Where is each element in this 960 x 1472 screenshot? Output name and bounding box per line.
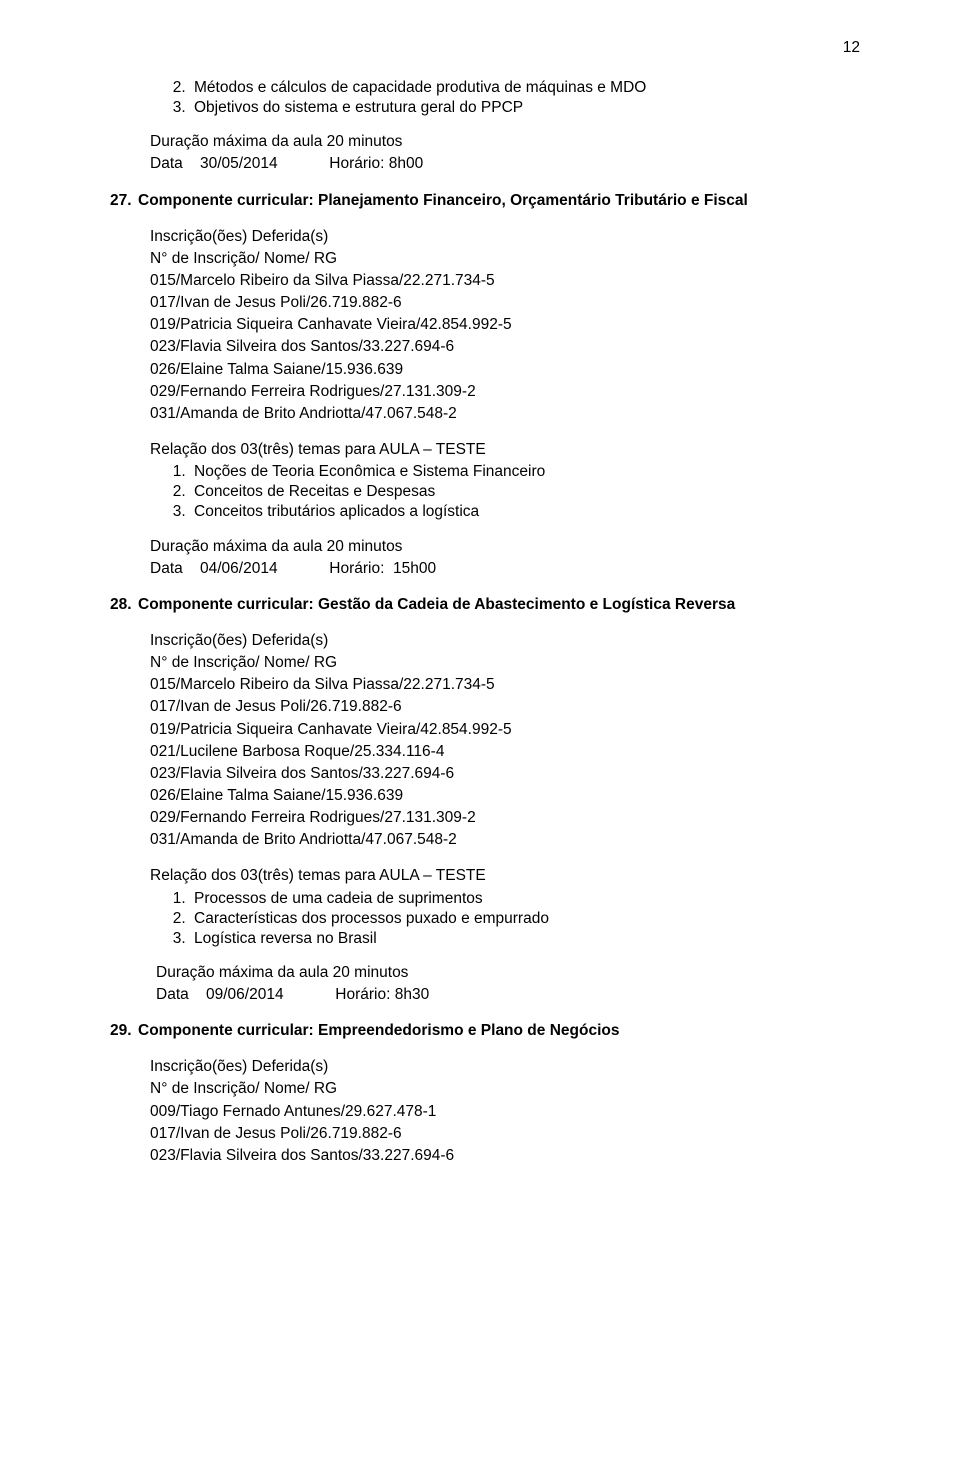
duration-text: Duração máxima da aula 20 minutos (150, 132, 850, 152)
list-item: 015/Marcelo Ribeiro da Silva Piassa/22.2… (150, 271, 850, 291)
list-item: 021/Lucilene Barbosa Roque/25.334.116-4 (150, 742, 850, 762)
section-number: 27. (110, 191, 138, 211)
list-item: Processos de uma cadeia de suprimentos (190, 889, 850, 909)
list-item: 017/Ivan de Jesus Poli/26.719.882-6 (150, 697, 850, 717)
date-line: Data 09/06/2014 Horário: 8h30 (156, 985, 850, 1005)
date-value: 09/06/2014 (206, 986, 284, 1003)
inscricoes-subheader: N° de Inscrição/ Nome/ RG (150, 653, 850, 673)
temas-header: Relação dos 03(três) temas para AULA – T… (150, 440, 850, 460)
list-item: 026/Elaine Talma Saiane/15.936.639 (150, 360, 850, 380)
list-item: Conceitos tributários aplicados a logíst… (190, 502, 850, 522)
section-28-body: Inscrição(ões) Deferida(s) N° de Inscriç… (150, 631, 850, 1005)
inscricoes-header: Inscrição(ões) Deferida(s) (150, 631, 850, 651)
section-28-title: 28. Componente curricular: Gestão da Cad… (110, 595, 850, 615)
date-line: Data 04/06/2014 Horário: 15h00 (150, 559, 850, 579)
list-item: 019/Patricia Siqueira Canhavate Vieira/4… (150, 315, 850, 335)
date-value: 04/06/2014 (200, 560, 278, 577)
list-item: 023/Flavia Silveira dos Santos/33.227.69… (150, 764, 850, 784)
list-item: 015/Marcelo Ribeiro da Silva Piassa/22.2… (150, 675, 850, 695)
list-item: Características dos processos puxado e e… (190, 909, 850, 929)
section-title-text: Componente curricular: Empreendedorismo … (138, 1021, 619, 1041)
time-label: Horário: (329, 560, 384, 577)
duration-text: Duração máxima da aula 20 minutos (150, 537, 850, 557)
inscricoes-header: Inscrição(ões) Deferida(s) (150, 1057, 850, 1077)
list-item: 031/Amanda de Brito Andriotta/47.067.548… (150, 404, 850, 424)
list-item: 029/Fernando Ferreira Rodrigues/27.131.3… (150, 382, 850, 402)
section-number: 28. (110, 595, 138, 615)
list-item: Noções de Teoria Econômica e Sistema Fin… (190, 462, 850, 482)
time-value: 8h30 (395, 986, 429, 1003)
section-title-text: Componente curricular: Planejamento Fina… (138, 191, 748, 211)
list-item: 031/Amanda de Brito Andriotta/47.067.548… (150, 830, 850, 850)
list-item: Objetivos do sistema e estrutura geral d… (190, 98, 850, 118)
time-value: 8h00 (389, 155, 423, 172)
date-label: Data (156, 986, 189, 1003)
time-label: Horário: (329, 155, 384, 172)
page-number: 12 (843, 38, 860, 58)
list-item: 029/Fernando Ferreira Rodrigues/27.131.3… (150, 808, 850, 828)
duration-text: Duração máxima da aula 20 minutos (156, 963, 850, 983)
intro-block: Métodos e cálculos de capacidade produti… (150, 78, 850, 175)
inscricoes-subheader: N° de Inscrição/ Nome/ RG (150, 1079, 850, 1099)
list-item: 019/Patricia Siqueira Canhavate Vieira/4… (150, 720, 850, 740)
list-item: 023/Flavia Silveira dos Santos/33.227.69… (150, 1146, 850, 1166)
time-value: 15h00 (393, 560, 436, 577)
list-item: Conceitos de Receitas e Despesas (190, 482, 850, 502)
temas-list: Processos de uma cadeia de suprimentos C… (150, 889, 850, 949)
section-27-body: Inscrição(ões) Deferida(s) N° de Inscriç… (150, 227, 850, 579)
section-title-text: Componente curricular: Gestão da Cadeia … (138, 595, 735, 615)
list-item: 017/Ivan de Jesus Poli/26.719.882-6 (150, 293, 850, 313)
section-29-body: Inscrição(ões) Deferida(s) N° de Inscriç… (150, 1057, 850, 1166)
section-number: 29. (110, 1021, 138, 1041)
list-item: Métodos e cálculos de capacidade produti… (190, 78, 850, 98)
list-item: 009/Tiago Fernado Antunes/29.627.478-1 (150, 1102, 850, 1122)
inscricoes-header: Inscrição(ões) Deferida(s) (150, 227, 850, 247)
date-value: 30/05/2014 (200, 155, 278, 172)
section-29-title: 29. Componente curricular: Empreendedori… (110, 1021, 850, 1041)
document-page: 12 Métodos e cálculos de capacidade prod… (0, 0, 960, 1472)
time-label: Horário: (335, 986, 390, 1003)
section-27-title: 27. Componente curricular: Planejamento … (110, 191, 850, 211)
temas-list: Noções de Teoria Econômica e Sistema Fin… (150, 462, 850, 522)
date-label: Data (150, 155, 183, 172)
inscricoes-subheader: N° de Inscrição/ Nome/ RG (150, 249, 850, 269)
list-item: 017/Ivan de Jesus Poli/26.719.882-6 (150, 1124, 850, 1144)
temas-header: Relação dos 03(três) temas para AULA – T… (150, 866, 850, 886)
list-item: 026/Elaine Talma Saiane/15.936.639 (150, 786, 850, 806)
date-label: Data (150, 560, 183, 577)
intro-items-list: Métodos e cálculos de capacidade produti… (150, 78, 850, 118)
list-item: 023/Flavia Silveira dos Santos/33.227.69… (150, 337, 850, 357)
list-item: Logística reversa no Brasil (190, 929, 850, 949)
date-line: Data 30/05/2014 Horário: 8h00 (150, 154, 850, 174)
